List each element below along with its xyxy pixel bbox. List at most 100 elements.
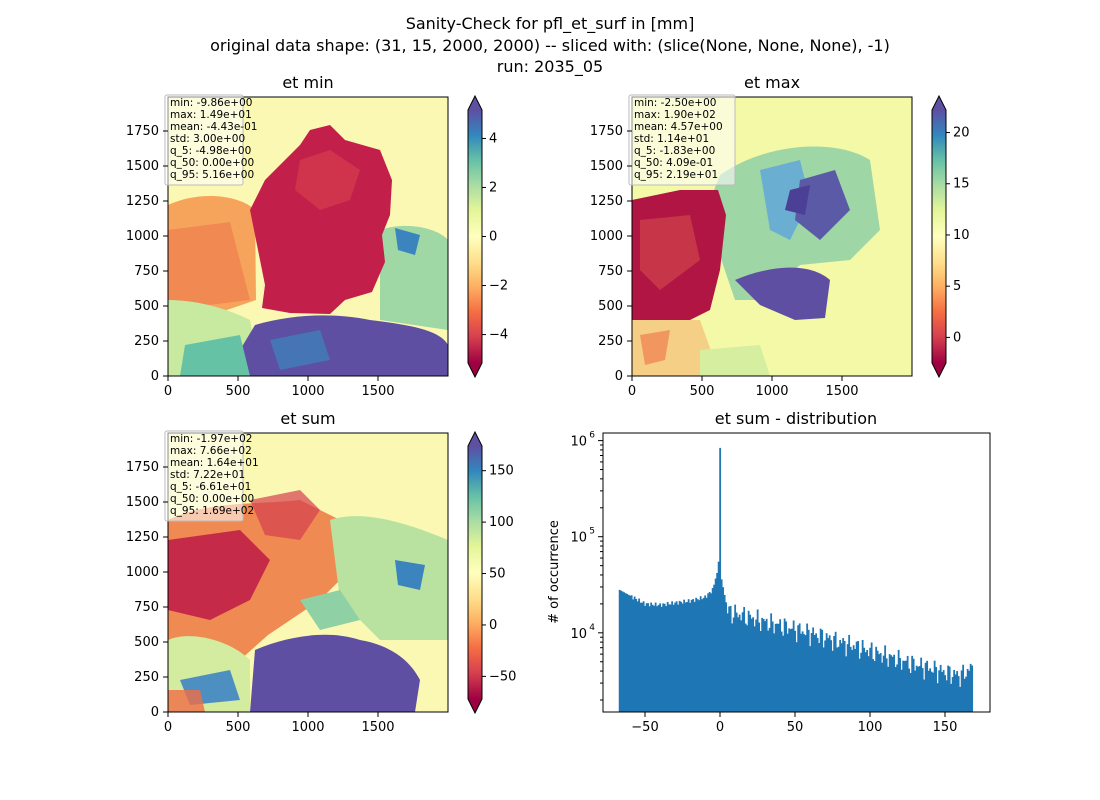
histogram-bar (840, 643, 843, 712)
figure-title-line-2: original data shape: (31, 15, 2000, 2000… (210, 36, 890, 55)
figure-title-line-1: Sanity-Check for pfl_et_surf in [mm] (406, 14, 695, 34)
x-tick-label: 1500 (361, 720, 394, 735)
histogram-bar (632, 599, 635, 712)
histogram-bar (926, 660, 929, 712)
histogram-bar (753, 626, 756, 712)
histogram-bar (824, 640, 827, 712)
histogram-bar (669, 604, 672, 712)
histogram-bar (743, 607, 746, 712)
histogram-bar (857, 640, 860, 712)
histogram-bar (762, 618, 765, 712)
x-tick-label: 500 (226, 384, 251, 399)
histogram-bar (665, 606, 668, 712)
histogram-bar (885, 658, 888, 712)
histogram-bar (626, 593, 629, 712)
histogram-bar (737, 617, 740, 712)
histogram-bar (644, 605, 647, 712)
y-tick-label: 500 (134, 635, 159, 650)
histogram-bar (738, 614, 741, 712)
histogram-bar (774, 623, 777, 712)
y-axis: 0 250 500 750 1000 1250 1500 1750 (126, 460, 168, 720)
histogram-bar (794, 630, 797, 712)
stat-max: max: 7.66e+02 (170, 445, 252, 457)
histogram-bar (624, 593, 627, 712)
x-tick-label: 150 (933, 720, 958, 735)
histogram-bar (627, 594, 630, 712)
histogram-bar (873, 660, 876, 712)
y-tick-label: 1750 (126, 460, 159, 475)
histogram-bar (828, 635, 831, 712)
histogram-bar (764, 621, 767, 712)
histogram-bar (887, 666, 890, 712)
histogram-bar (894, 666, 897, 712)
histogram-bar (683, 599, 686, 712)
histogram-bar (932, 672, 935, 712)
histogram-bar (818, 643, 821, 712)
histogram-bar (950, 683, 953, 712)
y-tick-label: 500 (134, 299, 159, 314)
histogram-bar (858, 658, 861, 712)
colorbar-tick-label: 10 (953, 228, 970, 243)
histogram-bar (752, 617, 755, 712)
histogram-bar (855, 641, 858, 712)
histogram-bar (893, 654, 896, 712)
histogram-bar (621, 591, 624, 712)
stat-q50: q_50: 0.00e+00 (170, 493, 254, 505)
histogram-bar (870, 642, 873, 712)
histogram-bar (837, 646, 840, 712)
histogram-bar (807, 629, 810, 712)
x-tick-label: −50 (631, 720, 658, 735)
histogram-bar (641, 602, 644, 712)
histogram-bar (927, 670, 930, 712)
histogram-bar (872, 659, 875, 712)
histogram-bar (677, 604, 680, 712)
histogram-bar (825, 633, 828, 712)
axes-frame (602, 432, 991, 713)
histogram-bar (915, 665, 918, 712)
histogram-bar (819, 628, 822, 712)
histogram-bar (639, 602, 642, 712)
histogram-bar (801, 631, 804, 712)
histogram-bar (746, 625, 749, 712)
histogram-bar (918, 665, 921, 712)
y-tick-label: 1500 (126, 159, 159, 174)
histogram-bar (888, 654, 891, 712)
histogram-bar (642, 601, 645, 712)
histogram-bar (945, 680, 948, 712)
histogram-bar (705, 597, 708, 712)
histogram-bar (834, 631, 837, 712)
histogram-bar (839, 639, 842, 712)
histogram-bar (939, 664, 942, 712)
stat-mean: mean: -4.43e-01 (170, 121, 257, 133)
x-tick-label: 1000 (291, 720, 324, 735)
histogram-bars (618, 447, 974, 712)
y-tick-label: 750 (134, 600, 159, 615)
histogram-bar (620, 590, 623, 712)
histogram-bar (744, 623, 747, 712)
stat-std: std: 7.22e+01 (170, 469, 245, 481)
panel-title: et sum (280, 409, 335, 428)
histogram-bar (812, 627, 815, 712)
histogram-bar (635, 598, 638, 712)
histogram-bar (906, 655, 909, 712)
stat-q50: q_50: 4.09e-01 (634, 157, 713, 169)
histogram-bar (864, 652, 867, 712)
histogram-bar (968, 670, 971, 712)
histogram-bar (690, 599, 693, 712)
y-tick-label: 1000 (590, 229, 623, 244)
histogram-bar (957, 676, 960, 712)
histogram-bar (687, 599, 690, 712)
histogram-bar (759, 630, 762, 712)
histogram-bar (960, 670, 963, 712)
histogram-bar (630, 595, 633, 712)
histogram-bar (908, 668, 911, 712)
x-tick-label: 1000 (291, 384, 324, 399)
histogram-bar (914, 670, 917, 712)
y-axis: 0 250 500 750 1000 1250 1500 1750 (590, 124, 632, 384)
histogram-bar (845, 656, 848, 712)
histogram-bar (863, 647, 866, 712)
stats-box: min: -9.86e+00 max: 1.49e+01 mean: -4.43… (164, 94, 257, 186)
y-tick-label: 250 (134, 334, 159, 349)
x-tick-label: 0 (164, 384, 172, 399)
histogram-bar (954, 674, 957, 712)
